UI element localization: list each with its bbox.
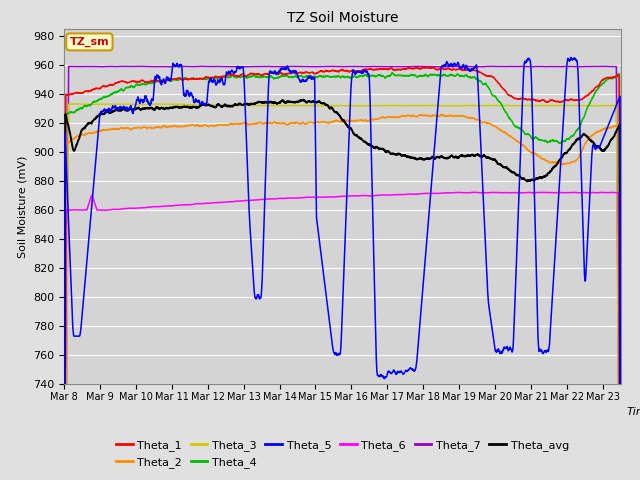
Text: Time: Time bbox=[627, 407, 640, 417]
Title: TZ Soil Moisture: TZ Soil Moisture bbox=[287, 11, 398, 25]
Text: TZ_sm: TZ_sm bbox=[70, 37, 109, 47]
Y-axis label: Soil Moisture (mV): Soil Moisture (mV) bbox=[17, 155, 28, 258]
Legend: Theta_1, Theta_2, Theta_3, Theta_4, Theta_5, Theta_6, Theta_7, Theta_avg: Theta_1, Theta_2, Theta_3, Theta_4, Thet… bbox=[111, 436, 573, 472]
